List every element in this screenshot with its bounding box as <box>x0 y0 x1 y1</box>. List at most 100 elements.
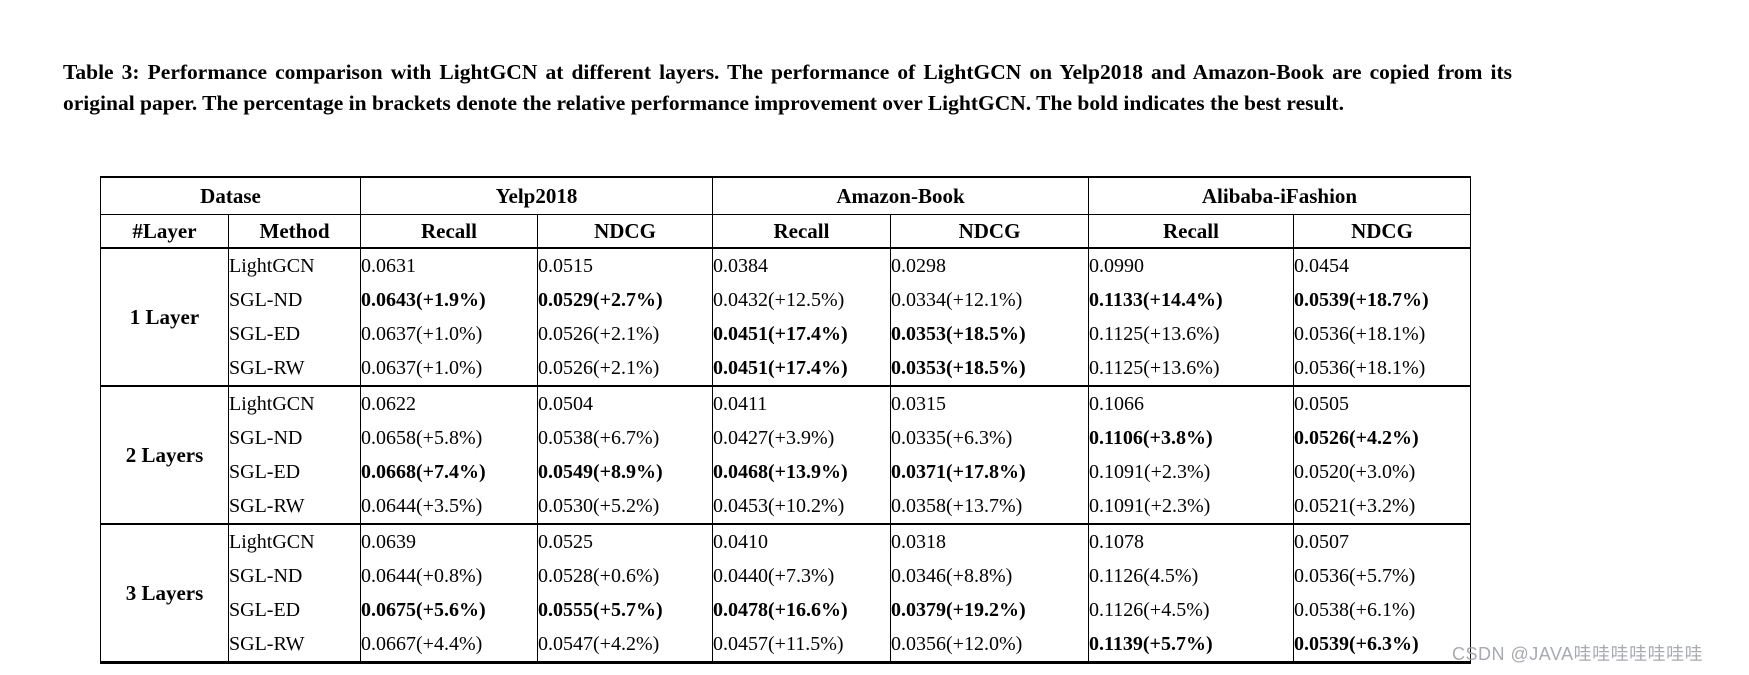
metric-value: 0.0643(+1.9%) <box>360 283 538 317</box>
metric-value: 0.0529(+2.7%) <box>537 283 713 317</box>
metric-value: 0.0358(+13.7%) <box>890 489 1089 524</box>
header-row-datasets: Datase Yelp2018 Amazon-Book Alibaba-iFas… <box>100 177 1471 215</box>
metric-value: 0.0526(+4.2%) <box>1293 421 1471 455</box>
metric-value: 0.1125(+13.6%) <box>1088 351 1294 386</box>
method-label: SGL-ND <box>228 559 361 593</box>
table-row: SGL-ND 0.0644(+0.8%) 0.0528(+0.6%) 0.0440(+… <box>101 559 1471 593</box>
table-row: SGL-ED 0.0668(+7.4%) 0.0549(+8.9%) 0.0468(+… <box>101 455 1471 489</box>
header-recall-amazon: Recall <box>712 214 891 249</box>
table-row: SGL-ED 0.0637(+1.0%) 0.0526(+2.1%) 0.0451(+… <box>101 317 1471 351</box>
table-row: SGL-RW 0.0667(+4.4%) 0.0547(+4.2%) 0.0457(+… <box>101 627 1471 663</box>
metric-value: 0.0318 <box>890 523 1089 559</box>
metric-value: 0.0538(+6.1%) <box>1293 593 1471 627</box>
table-caption: Table 3: Performance comparison with Lig… <box>63 60 1512 115</box>
metric-value: 0.0644(+0.8%) <box>360 559 538 593</box>
metric-value: 0.1133(+14.4%) <box>1088 283 1294 317</box>
method-label: SGL-RW <box>228 351 361 386</box>
method-label: SGL-RW <box>228 627 361 663</box>
metric-value: 0.0536(+5.7%) <box>1293 559 1471 593</box>
header-row-metrics: #Layer Method Recall NDCG Recall NDCG Re… <box>100 214 1471 249</box>
metric-value: 0.1078 <box>1088 523 1294 559</box>
metric-value: 0.0451(+17.4%) <box>712 351 891 386</box>
metric-value: 0.0526(+2.1%) <box>537 317 713 351</box>
metric-value: 0.0507 <box>1293 523 1471 559</box>
method-label: SGL-ED <box>228 317 361 351</box>
method-label: SGL-ED <box>228 455 361 489</box>
performance-table: Datase Yelp2018 Amazon-Book Alibaba-iFas… <box>100 176 1471 664</box>
table-row: SGL-ND 0.0658(+5.8%) 0.0538(+6.7%) 0.0427(+… <box>101 421 1471 455</box>
metric-value: 0.0528(+0.6%) <box>537 559 713 593</box>
csdn-watermark: CSDN @JAVA哇哇哇哇哇哇哇 <box>1452 644 1704 664</box>
metric-value: 0.1139(+5.7%) <box>1088 627 1294 663</box>
table-row: 1 Layer LightGCN 0.0631 0.0515 0.0384 0.0298 0… <box>100 247 1471 386</box>
metric-value: 0.0526(+2.1%) <box>537 351 713 386</box>
metric-value: 0.0536(+18.1%) <box>1293 317 1471 351</box>
metric-value: 0.1091(+2.3%) <box>1088 455 1294 489</box>
table-body: 1 Layer LightGCN 0.0631 0.0515 0.0384 0.0298 0… <box>100 247 1471 663</box>
metric-value: 0.0440(+7.3%) <box>712 559 891 593</box>
metric-value: 0.1125(+13.6%) <box>1088 317 1294 351</box>
metric-value: 0.1126(4.5%) <box>1088 559 1294 593</box>
metric-value: 0.0315 <box>890 385 1089 421</box>
header-amazon-book: Amazon-Book <box>712 177 1089 215</box>
metric-value: 0.0298 <box>890 247 1089 283</box>
metric-value: 0.0504 <box>537 385 713 421</box>
metric-value: 0.0555(+5.7%) <box>537 593 713 627</box>
metric-value: 0.0644(+3.5%) <box>360 489 538 524</box>
method-label: SGL-ND <box>228 283 361 317</box>
metric-value: 0.0536(+18.1%) <box>1293 351 1471 386</box>
metric-value: 0.0549(+8.9%) <box>537 455 713 489</box>
metric-value: 0.0990 <box>1088 247 1294 283</box>
metric-value: 0.0538(+6.7%) <box>537 421 713 455</box>
layer-label: 1 Layer <box>100 247 229 386</box>
metric-value: 0.0622 <box>360 385 538 421</box>
metric-value: 0.0353(+18.5%) <box>890 351 1089 386</box>
metric-value: 0.0631 <box>360 247 538 283</box>
metric-value: 0.0668(+7.4%) <box>360 455 538 489</box>
metric-value: 0.0478(+16.6%) <box>712 593 891 627</box>
metric-value: 0.0521(+3.2%) <box>1293 489 1471 524</box>
metric-value: 0.0505 <box>1293 385 1471 421</box>
metric-value: 0.0520(+3.0%) <box>1293 455 1471 489</box>
header-ndcg-amazon: NDCG <box>890 214 1089 249</box>
header-ndcg-ifashion: NDCG <box>1293 214 1471 249</box>
metric-value: 0.0515 <box>537 247 713 283</box>
metric-value: 0.0457(+11.5%) <box>712 627 891 663</box>
method-label: LightGCN <box>228 385 361 421</box>
table-row: SGL-ED 0.0675(+5.6%) 0.0555(+5.7%) 0.0478(+… <box>101 593 1471 627</box>
metric-value: 0.0539(+6.3%) <box>1293 627 1471 663</box>
metric-value: 0.0427(+3.9%) <box>712 421 891 455</box>
method-label: SGL-ED <box>228 593 361 627</box>
metric-value: 0.0658(+5.8%) <box>360 421 538 455</box>
metric-value: 0.0468(+13.9%) <box>712 455 891 489</box>
metric-value: 0.1091(+2.3%) <box>1088 489 1294 524</box>
metric-value: 0.1066 <box>1088 385 1294 421</box>
header-recall-ifashion: Recall <box>1088 214 1294 249</box>
metric-value: 0.0530(+5.2%) <box>537 489 713 524</box>
header-recall-yelp: Recall <box>360 214 538 249</box>
metric-value: 0.0451(+17.4%) <box>712 317 891 351</box>
metric-value: 0.0525 <box>537 523 713 559</box>
metric-value: 0.1126(+4.5%) <box>1088 593 1294 627</box>
metric-value: 0.0539(+18.7%) <box>1293 283 1471 317</box>
metric-value: 0.0667(+4.4%) <box>360 627 538 663</box>
metric-value: 0.0410 <box>712 523 891 559</box>
table-header: Datase Yelp2018 Amazon-Book Alibaba-iFas… <box>100 177 1471 249</box>
metric-value: 0.0335(+6.3%) <box>890 421 1089 455</box>
metric-value: 0.0637(+1.0%) <box>360 317 538 351</box>
metric-value: 0.0379(+19.2%) <box>890 593 1089 627</box>
table-row: SGL-ND 0.0643(+1.9%) 0.0529(+2.7%) 0.0432(+… <box>101 283 1471 317</box>
layer-label: 2 Layers <box>100 385 229 524</box>
metric-value: 0.0639 <box>360 523 538 559</box>
metric-value: 0.1106(+3.8%) <box>1088 421 1294 455</box>
metric-value: 0.0453(+10.2%) <box>712 489 891 524</box>
metric-value: 0.0346(+8.8%) <box>890 559 1089 593</box>
header-layer: #Layer <box>100 214 229 249</box>
metric-value: 0.0384 <box>712 247 891 283</box>
metric-value: 0.0411 <box>712 385 891 421</box>
header-method: Method <box>228 214 361 249</box>
metric-value: 0.0637(+1.0%) <box>360 351 538 386</box>
metric-value: 0.0353(+18.5%) <box>890 317 1089 351</box>
metric-value: 0.0356(+12.0%) <box>890 627 1089 663</box>
header-dataset: Datase <box>100 177 361 215</box>
